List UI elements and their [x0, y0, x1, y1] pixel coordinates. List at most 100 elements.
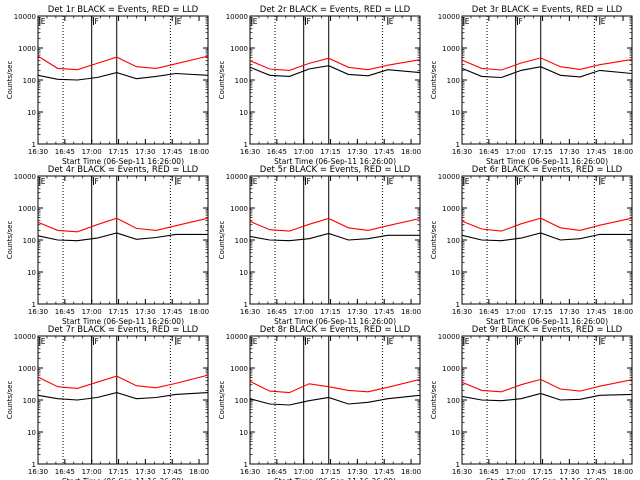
flag-label: E	[253, 337, 258, 346]
y-tick-label: 10000	[14, 173, 36, 181]
x-tick-label: 17:30	[347, 468, 367, 476]
y-tick-label: 10	[451, 109, 460, 117]
x-axis-label: Start Time (06-Sep-11 16:26:00)	[62, 157, 184, 166]
x-tick-label: 17:15	[532, 148, 552, 156]
x-tick-label: 16:45	[267, 308, 287, 316]
panel-det-8r: Det 8r BLACK = Events, RED = LLD 1 10 100 10…	[218, 325, 421, 480]
x-tick-label: 17:30	[347, 148, 367, 156]
x-axis-label: Start Time (06-Sep-11 16:26:00)	[274, 477, 396, 480]
lld-line	[461, 217, 633, 232]
y-axis-label: Counts/sec	[430, 61, 438, 100]
y-tick-label: 1000	[18, 205, 36, 213]
x-tick-label: 17:30	[559, 468, 579, 476]
y-axis-label: Counts/sec	[218, 221, 226, 260]
events-line	[249, 232, 420, 242]
lld-line	[37, 374, 209, 389]
y-tick-label: 100	[235, 237, 248, 245]
panel-title: Det 5r BLACK = Events, RED = LLD	[260, 165, 411, 175]
y-tick-label: 100	[23, 77, 36, 85]
x-tick-label: 17:30	[135, 308, 155, 316]
lld-line	[37, 55, 209, 71]
y-tick-label: 10000	[14, 13, 36, 21]
y-tick-label: 100	[23, 237, 36, 245]
flag-label: E	[389, 177, 394, 186]
events-line	[37, 72, 209, 81]
events-line	[461, 232, 632, 242]
y-tick-label: 1000	[442, 365, 460, 373]
y-tick-label: 10000	[226, 13, 248, 21]
flag-label: E	[253, 17, 258, 26]
x-tick-label: 16:45	[267, 148, 287, 156]
x-tick-label: 17:00	[294, 308, 314, 316]
y-tick-label: 10	[239, 269, 248, 277]
x-tick-label: 16:45	[267, 468, 287, 476]
x-tick-label: 16:45	[479, 468, 499, 476]
x-tick-label: 18:00	[189, 308, 209, 316]
x-tick-label: 16:30	[28, 148, 48, 156]
y-tick-label: 10	[451, 269, 460, 277]
x-tick-label: 18:00	[613, 308, 633, 316]
flag-label: F	[94, 177, 98, 186]
x-tick-label: 17:00	[294, 468, 314, 476]
panel-title: Det 7r BLACK = Events, RED = LLD	[48, 325, 199, 335]
lld-line	[249, 378, 421, 394]
flag-label: E	[177, 17, 182, 26]
x-tick-label: 17:00	[82, 308, 102, 316]
x-tick-label: 18:00	[401, 308, 421, 316]
panel-det-9r: Det 9r BLACK = Events, RED = LLD 1 10 100 10…	[430, 325, 633, 480]
y-tick-label: 1	[456, 301, 460, 309]
flag-label: E	[465, 177, 470, 186]
events-line	[461, 392, 633, 402]
y-tick-label: 1000	[18, 365, 36, 373]
x-tick-label: 16:30	[28, 468, 48, 476]
x-tick-label: 17:15	[532, 468, 552, 476]
flag-label: E	[253, 177, 258, 186]
y-axis-label: Counts/sec	[430, 221, 438, 260]
x-tick-label: 16:30	[452, 308, 472, 316]
flag-label: F	[518, 337, 522, 346]
panel-det-1r: Det 1r BLACK = Events, RED = LLD 1 10 100 10…	[6, 5, 209, 166]
x-tick-label: 16:30	[240, 468, 260, 476]
y-tick-label: 1000	[230, 205, 248, 213]
flag-label: E	[41, 337, 46, 346]
x-tick-label: 17:15	[108, 468, 128, 476]
panel-title: Det 1r BLACK = Events, RED = LLD	[48, 5, 199, 15]
flag-label: E	[601, 177, 606, 186]
y-tick-label: 10000	[438, 13, 460, 21]
y-axis-label: Counts/sec	[218, 61, 226, 100]
y-tick-label: 100	[23, 397, 36, 405]
x-tick-label: 16:45	[55, 468, 75, 476]
x-tick-label: 17:45	[374, 148, 394, 156]
lld-line	[461, 378, 633, 393]
y-tick-label: 1	[32, 461, 36, 469]
panel-det-4r: Det 4r BLACK = Events, RED = LLD 1 10 100 10…	[6, 165, 209, 326]
y-tick-label: 1	[244, 141, 248, 149]
x-tick-label: 17:45	[162, 468, 182, 476]
x-axis-label: Start Time (06-Sep-11 16:26:00)	[486, 317, 608, 326]
flag-label: E	[41, 17, 46, 26]
y-tick-label: 1	[456, 141, 460, 149]
y-tick-label: 10000	[14, 333, 36, 341]
lld-line	[249, 57, 421, 71]
x-tick-label: 17:45	[586, 308, 606, 316]
y-tick-label: 10000	[438, 333, 460, 341]
y-tick-label: 10	[27, 109, 36, 117]
x-tick-label: 17:45	[374, 308, 394, 316]
x-tick-label: 18:00	[401, 468, 421, 476]
y-tick-label: 100	[235, 77, 248, 85]
x-axis-label: Start Time (06-Sep-11 16:26:00)	[486, 157, 608, 166]
panel-det-3r: Det 3r BLACK = Events, RED = LLD 1 10 100 10…	[430, 5, 633, 166]
x-tick-label: 17:45	[374, 468, 394, 476]
x-tick-label: 16:45	[479, 308, 499, 316]
y-tick-label: 10	[27, 429, 36, 437]
events-line	[37, 392, 209, 401]
flag-label: E	[389, 337, 394, 346]
x-tick-label: 16:30	[452, 468, 472, 476]
x-axis-label: Start Time (06-Sep-11 16:26:00)	[274, 157, 396, 166]
events-line	[249, 394, 421, 406]
flag-label: F	[518, 17, 522, 26]
x-tick-label: 17:45	[162, 308, 182, 316]
x-tick-label: 17:30	[135, 148, 155, 156]
x-tick-label: 16:30	[28, 308, 48, 316]
flag-label: F	[518, 177, 522, 186]
